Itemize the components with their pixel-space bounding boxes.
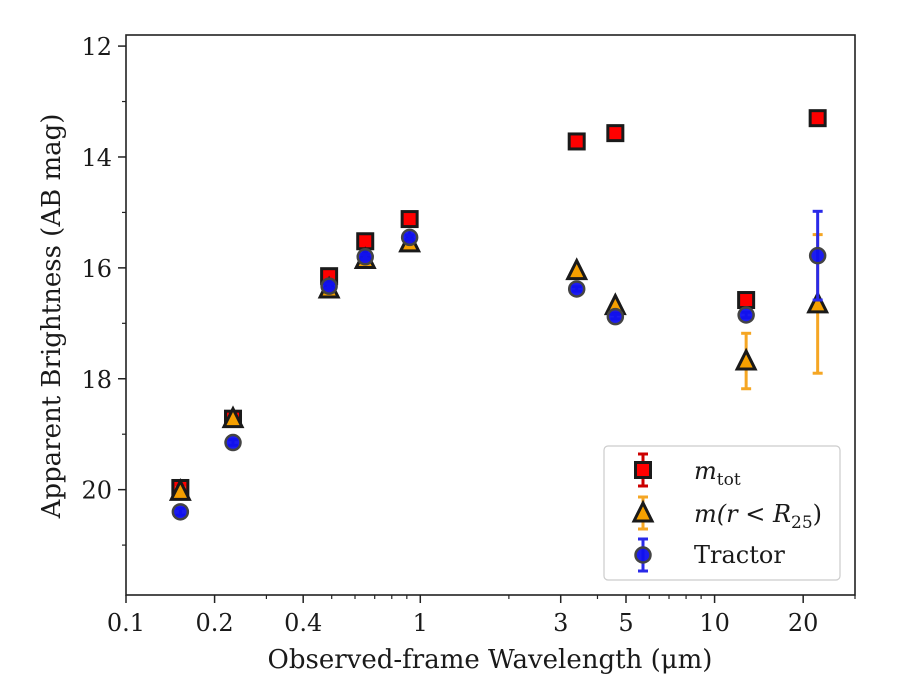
x-tick-label: 3 <box>553 609 568 637</box>
y-tick-label: 18 <box>81 366 112 394</box>
data-point <box>567 280 586 298</box>
x-tick-label: 20 <box>788 609 819 637</box>
legend: mtot m(r < R25) Tractor <box>603 445 841 581</box>
data-point <box>737 306 755 324</box>
data-point <box>221 405 245 429</box>
legend-entry-mr25: m(r < R25) <box>694 500 822 533</box>
data-point <box>224 433 242 452</box>
data-point <box>808 246 827 265</box>
legend-box <box>603 445 841 581</box>
legend-markers <box>631 452 655 573</box>
legend-mr25-close: ) <box>813 500 822 528</box>
x-tick-label: 0.2 <box>196 609 234 637</box>
legend-entry-tractor: Tractor <box>694 541 785 569</box>
data-point <box>168 477 192 501</box>
x-tick-label: 0.4 <box>284 609 322 637</box>
legend-mr25-sub: 25 <box>791 513 813 533</box>
x-axis-label: Observed-frame Wavelength (μm) <box>268 645 713 675</box>
data-point <box>606 307 625 326</box>
data-point <box>400 210 419 229</box>
y-axis-label: Apparent Brightness (AB mag) <box>37 114 67 520</box>
x-tick-label: 10 <box>699 609 730 637</box>
legend-mr25-main: m(r < R <box>694 500 791 528</box>
data-point <box>808 109 827 128</box>
data-point <box>734 347 758 371</box>
y-tick-label: 14 <box>81 144 112 172</box>
y-tick-label: 16 <box>81 255 112 283</box>
data-point <box>737 291 756 310</box>
data-point <box>565 257 589 281</box>
legend-marker-0 <box>634 461 652 479</box>
legend-mtot-sub: tot <box>717 470 741 490</box>
x-tick-label: 1 <box>413 609 428 637</box>
legend-mtot-main: m <box>694 457 717 485</box>
data-markers <box>168 109 830 521</box>
data-point <box>171 503 190 521</box>
legend-marker-1 <box>631 499 655 523</box>
data-point <box>356 248 374 266</box>
legend-marker-2 <box>634 546 652 564</box>
series-2 <box>171 209 827 521</box>
y-tick-label: 12 <box>81 33 112 61</box>
data-point <box>806 290 830 314</box>
plot-frame <box>125 34 856 596</box>
legend-entry-mtot: mtot <box>694 457 741 490</box>
data-point <box>400 228 419 247</box>
data-point <box>567 132 586 151</box>
data-point <box>320 277 338 295</box>
x-tick-label: 0.1 <box>107 609 145 637</box>
y-tick-label: 20 <box>81 477 112 505</box>
x-tick-label: 5 <box>618 609 633 637</box>
data-point <box>606 124 625 143</box>
axis-ticks: 0.1 0.2 0.4 1 3 5 10 20 12 14 16 18 20 <box>81 33 856 637</box>
